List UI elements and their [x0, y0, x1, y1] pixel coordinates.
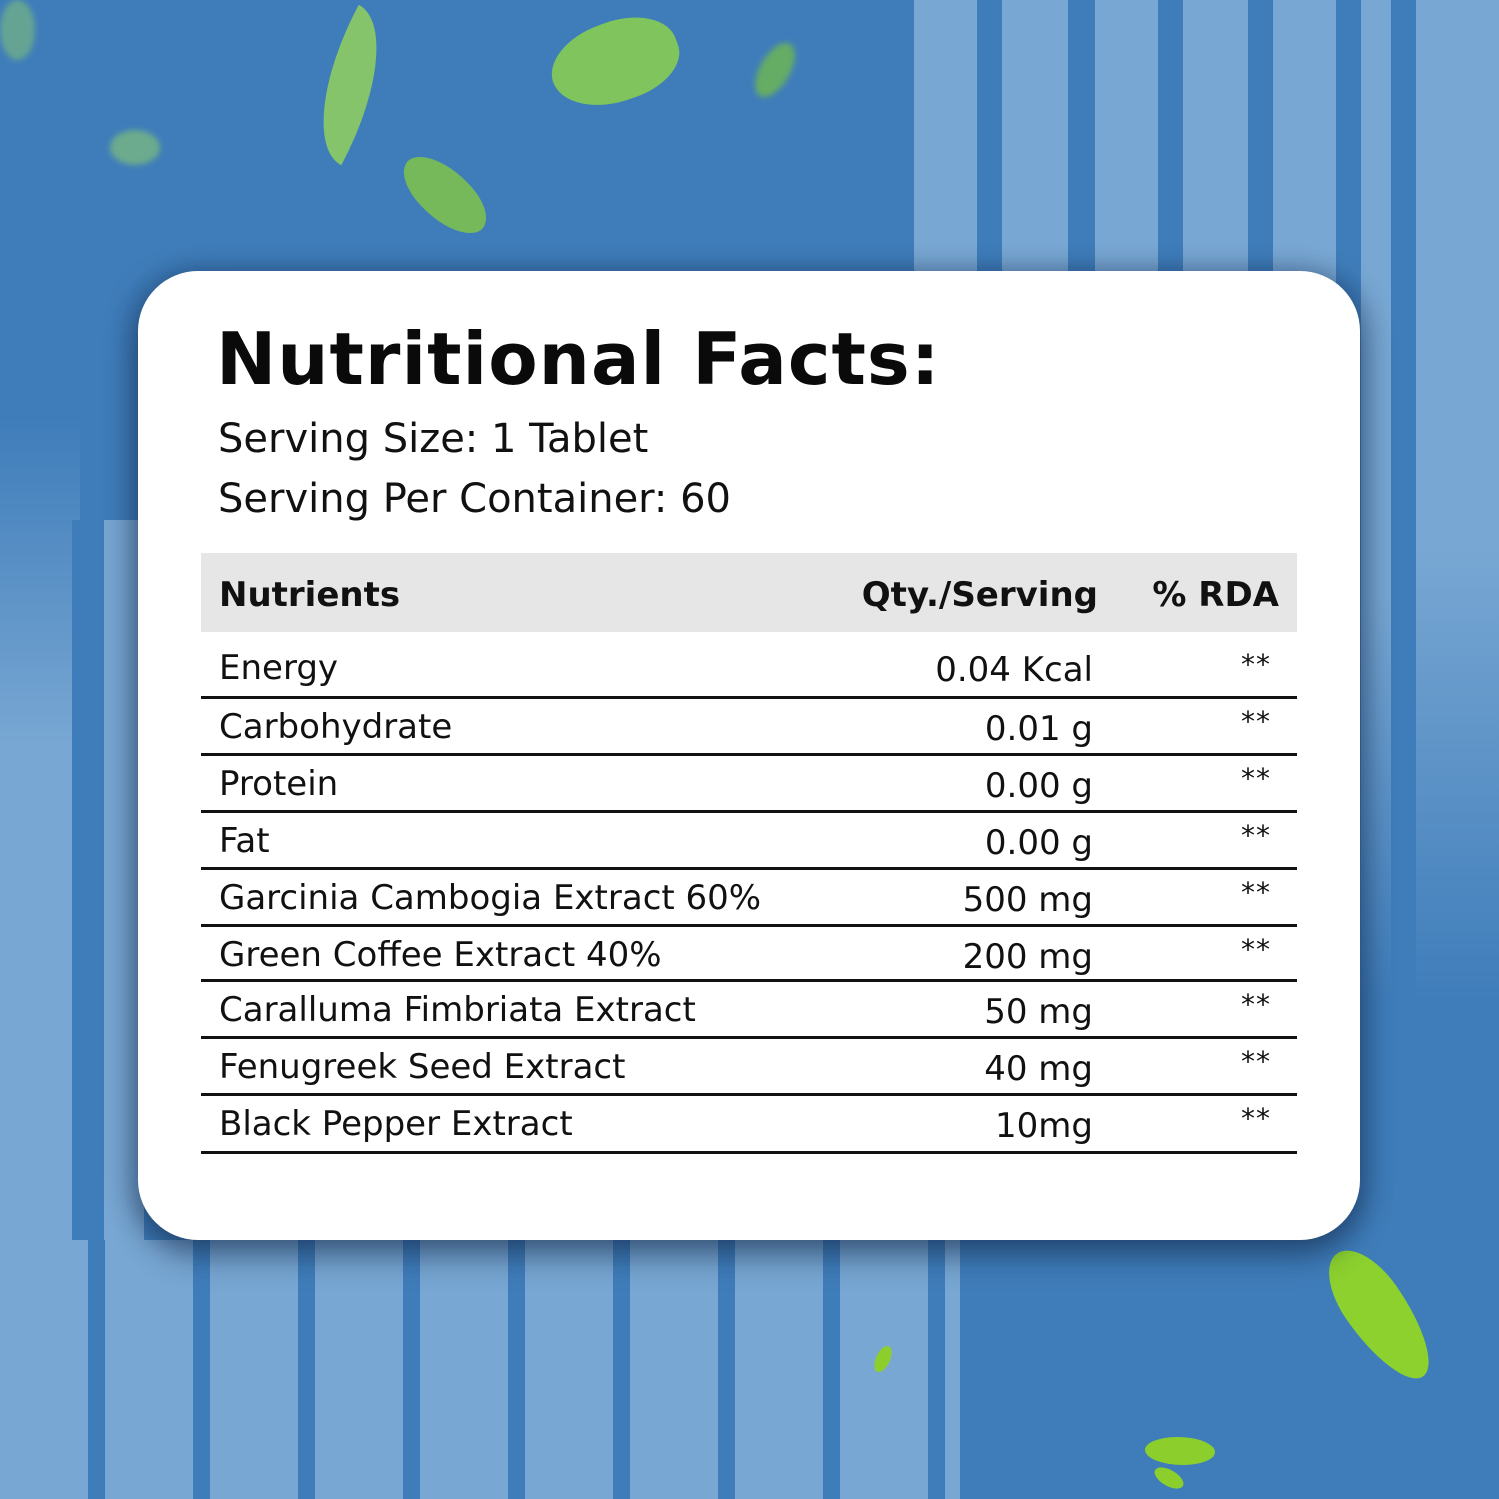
nutrient-qty: 50 mg	[984, 992, 1093, 1032]
table-row: Protein 0.00 g **	[201, 756, 1297, 813]
nutrient-rda: **	[1241, 648, 1271, 681]
nutrient-name: Black Pepper Extract	[219, 1104, 573, 1144]
nutrient-rda: **	[1241, 1102, 1271, 1135]
nutrient-name: Garcinia Cambogia Extract 60%	[219, 878, 762, 918]
nutrient-qty: 200 mg	[962, 937, 1093, 977]
nutrient-qty: 0.01 g	[984, 709, 1093, 749]
nutrient-qty: 40 mg	[984, 1049, 1093, 1089]
nutrient-name: Green Coffee Extract 40%	[219, 935, 662, 975]
nutrient-rda: **	[1241, 988, 1271, 1021]
nutrient-name: Caralluma Fimbriata Extract	[219, 990, 696, 1030]
leaf-icon	[1145, 1437, 1215, 1465]
nutrient-rda: **	[1241, 876, 1271, 909]
table-row: Green Coffee Extract 40% 200 mg **	[201, 927, 1297, 982]
table-row: Caralluma Fimbriata Extract 50 mg **	[201, 982, 1297, 1039]
nutrient-qty: 0.04 Kcal	[935, 650, 1093, 690]
leaf-icon	[540, 2, 690, 122]
nutrition-card: Nutritional Facts: Serving Size: 1 Table…	[138, 271, 1360, 1240]
nutrient-name: Carbohydrate	[219, 707, 453, 747]
leaf-icon	[288, 4, 412, 166]
nutrient-qty: 0.00 g	[984, 823, 1093, 863]
leaf-icon	[110, 130, 160, 165]
nutrient-name: Protein	[219, 764, 339, 804]
page-title: Nutritional Facts:	[216, 317, 941, 401]
nutrient-qty: 10mg	[995, 1106, 1093, 1146]
leaf-icon	[747, 36, 803, 104]
table-row: Fat 0.00 g **	[201, 813, 1297, 870]
table-row: Garcinia Cambogia Extract 60% 500 mg **	[201, 870, 1297, 927]
nutrient-qty: 0.00 g	[984, 766, 1093, 806]
header-rda: % RDA	[1152, 575, 1279, 615]
table-row: Carbohydrate 0.01 g **	[201, 699, 1297, 756]
leaf-icon	[1151, 1463, 1187, 1493]
leaf-icon	[1312, 1236, 1448, 1394]
nutrient-rda: **	[1241, 762, 1271, 795]
leaf-icon	[0, 0, 35, 60]
serving-size: Serving Size: 1 Tablet	[218, 416, 649, 462]
nutrient-name: Fat	[219, 821, 270, 861]
table-header: Nutrients Qty./Serving % RDA	[201, 553, 1297, 632]
header-nutrients: Nutrients	[219, 575, 401, 615]
nutrient-rda: **	[1241, 705, 1271, 738]
nutrient-rda: **	[1241, 819, 1271, 852]
table-row: Black Pepper Extract 10mg **	[201, 1096, 1297, 1154]
table-row: Fenugreek Seed Extract 40 mg **	[201, 1039, 1297, 1096]
serving-per-container: Serving Per Container: 60	[218, 476, 732, 522]
table-row: Energy 0.04 Kcal **	[201, 632, 1297, 699]
nutrient-rda: **	[1241, 1045, 1271, 1078]
nutrient-name: Energy	[219, 648, 339, 688]
nutrient-qty: 500 mg	[962, 880, 1093, 920]
leaf-icon	[389, 145, 501, 245]
nutrient-rda: **	[1241, 933, 1271, 966]
header-qty-serving: Qty./Serving	[861, 575, 1098, 615]
nutrition-table: Nutrients Qty./Serving % RDA Energy 0.04…	[201, 553, 1297, 1154]
nutrient-name: Fenugreek Seed Extract	[219, 1047, 626, 1087]
